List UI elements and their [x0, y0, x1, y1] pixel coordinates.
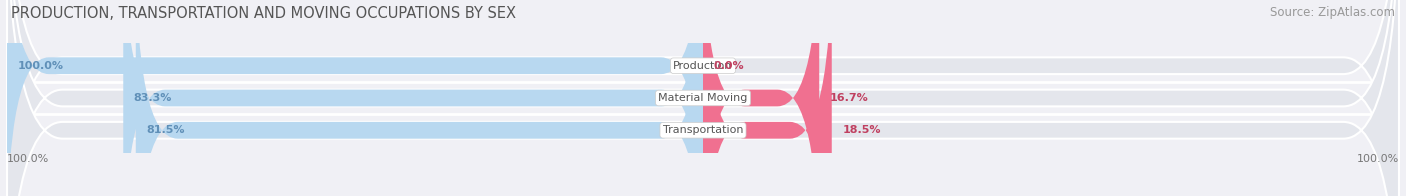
Text: Transportation: Transportation	[662, 125, 744, 135]
FancyBboxPatch shape	[7, 0, 1399, 196]
Text: 100.0%: 100.0%	[1357, 153, 1399, 163]
Text: 18.5%: 18.5%	[842, 125, 880, 135]
Text: PRODUCTION, TRANSPORTATION AND MOVING OCCUPATIONS BY SEX: PRODUCTION, TRANSPORTATION AND MOVING OC…	[11, 6, 516, 21]
FancyBboxPatch shape	[703, 0, 820, 196]
Text: 0.0%: 0.0%	[713, 61, 744, 71]
FancyBboxPatch shape	[7, 0, 1399, 196]
FancyBboxPatch shape	[124, 0, 703, 196]
Legend: Male, Female: Male, Female	[640, 193, 766, 196]
Text: 100.0%: 100.0%	[7, 153, 49, 163]
Text: Material Moving: Material Moving	[658, 93, 748, 103]
FancyBboxPatch shape	[703, 0, 832, 196]
Text: 16.7%: 16.7%	[830, 93, 869, 103]
Text: 83.3%: 83.3%	[134, 93, 172, 103]
FancyBboxPatch shape	[7, 0, 703, 196]
Text: Source: ZipAtlas.com: Source: ZipAtlas.com	[1270, 6, 1395, 19]
Text: 100.0%: 100.0%	[17, 61, 63, 71]
FancyBboxPatch shape	[7, 0, 1399, 196]
FancyBboxPatch shape	[136, 0, 703, 196]
Text: Production: Production	[673, 61, 733, 71]
Text: 81.5%: 81.5%	[146, 125, 184, 135]
